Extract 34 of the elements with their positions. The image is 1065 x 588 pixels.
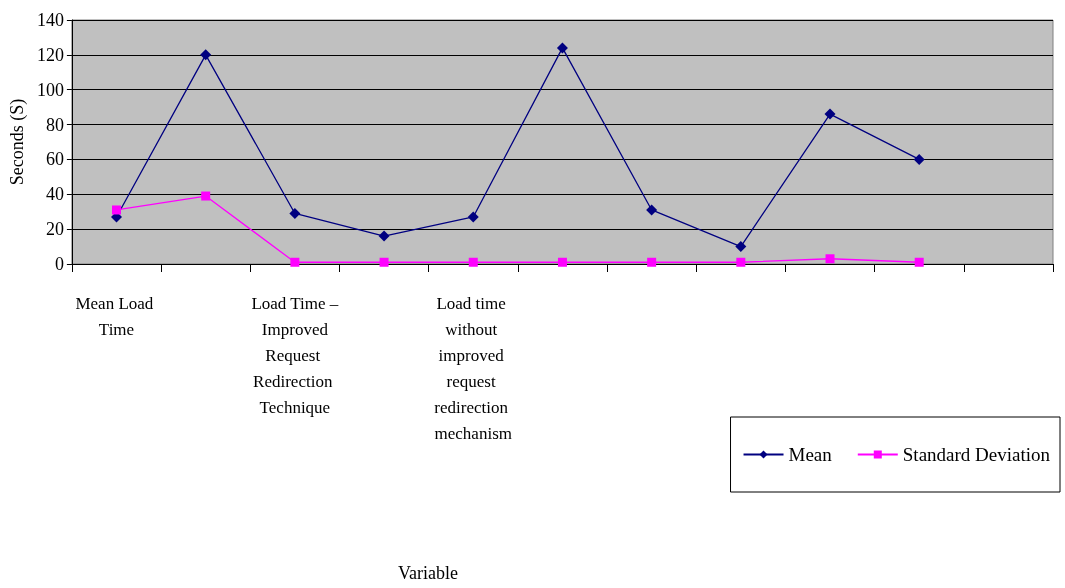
point (647, 257, 657, 267)
y-tick-label: 120 (36, 44, 64, 65)
point (200, 49, 212, 61)
point (557, 257, 567, 267)
point (290, 257, 300, 267)
point (735, 241, 747, 253)
point (556, 42, 568, 54)
x-tick-label: Load time without improved request redirection mechanism (434, 293, 513, 443)
point (468, 257, 478, 267)
legend-label: Standard Deviation (902, 444, 1051, 465)
y-tick-label: 40 (45, 184, 64, 205)
point (467, 211, 479, 223)
point (825, 254, 835, 264)
point (824, 108, 836, 120)
y-tick-label: 0 (54, 254, 64, 274)
point (379, 257, 389, 267)
point (201, 191, 211, 201)
x-tick-label: Mean Load Time (75, 293, 158, 339)
legend-label: Mean (788, 444, 833, 465)
y-tick-label: 60 (45, 149, 64, 170)
point (289, 207, 301, 219)
point (736, 257, 746, 267)
x-tick-label: Load Time – Improved Request Redirection Technique (251, 293, 339, 417)
y-tick-label: 100 (36, 79, 64, 100)
point (378, 230, 390, 242)
point (914, 257, 924, 267)
y-tick-label: 140 (36, 10, 64, 30)
point (913, 153, 925, 165)
y-axis-title: Seconds (S) (7, 98, 28, 186)
text: Variable (398, 563, 458, 583)
point (112, 205, 121, 215)
point (646, 204, 658, 216)
y-tick-label: 20 (45, 219, 64, 240)
y-tick-label: 80 (45, 114, 64, 135)
